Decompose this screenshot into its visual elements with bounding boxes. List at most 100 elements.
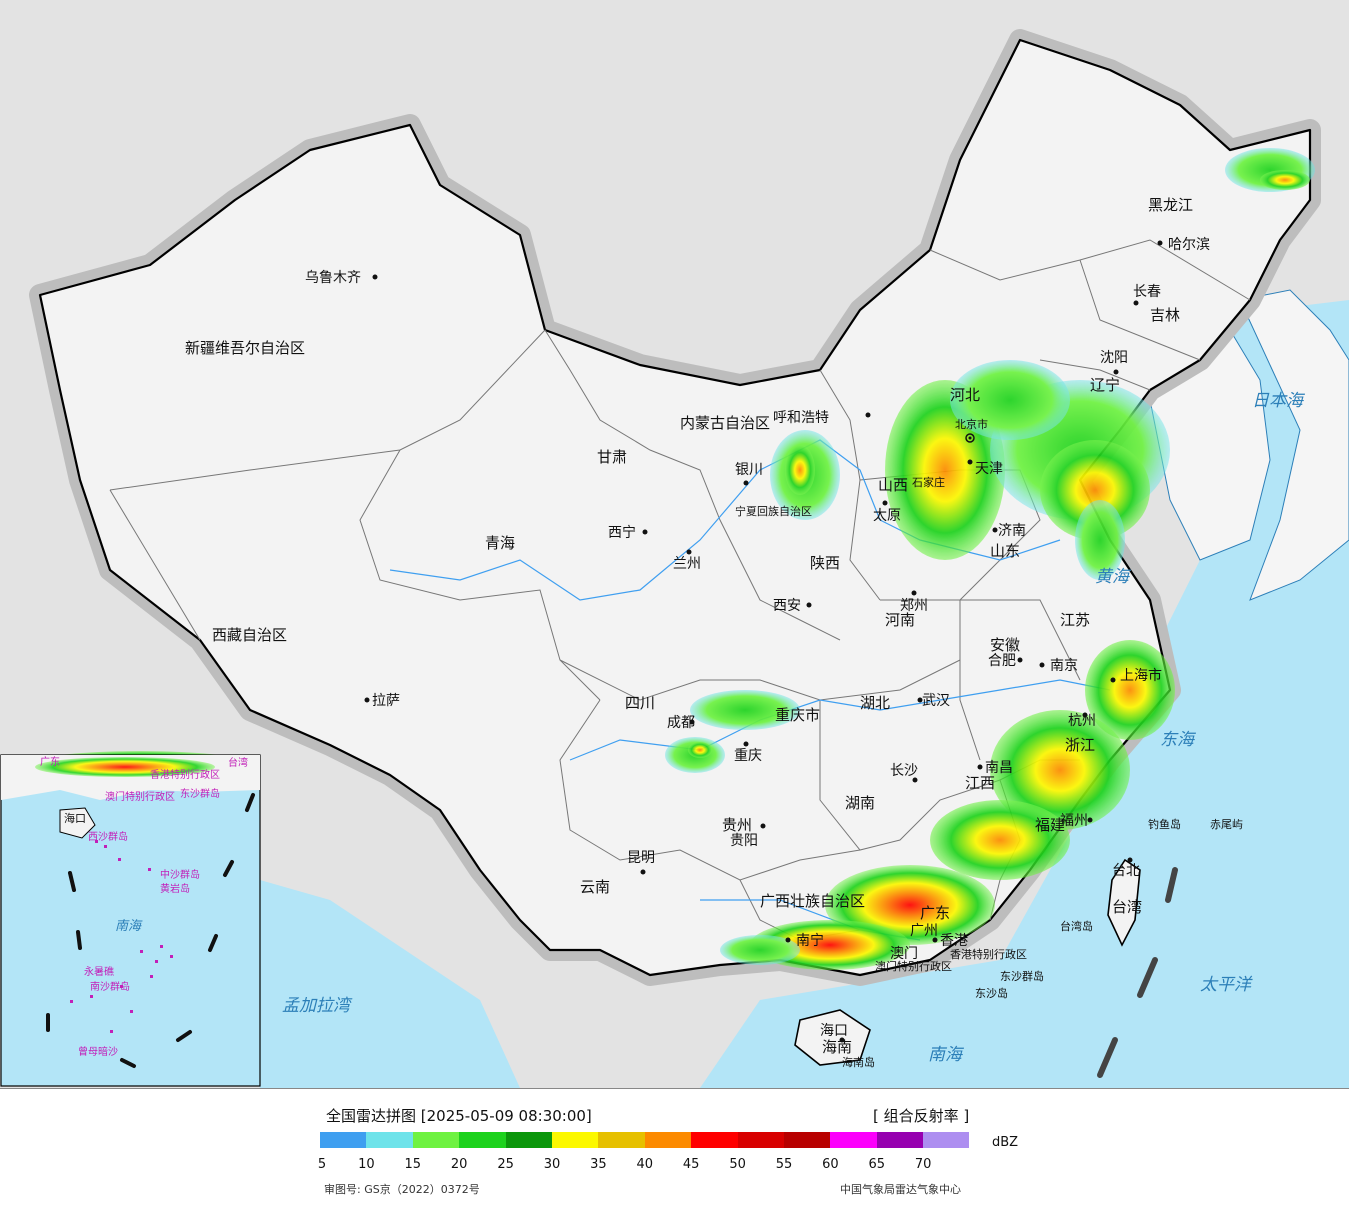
city-label: 广州 — [910, 923, 938, 939]
approval-number: 审图号: GS京（2022）0372号 — [324, 1183, 480, 1196]
province-label: 湖南 — [845, 794, 875, 812]
color-scale-tick: 5 — [317, 1157, 327, 1172]
color-scale-cell — [459, 1132, 506, 1148]
south-china-sea-inset: 广东 台湾 香港特别行政区 澳门特别行政区 海口 东沙群岛 西沙群岛 中沙群岛 … — [0, 754, 261, 1087]
sea-label: 黄海 — [1095, 567, 1132, 587]
color-scale-cell — [551, 1132, 599, 1148]
inset-label: 南海 — [115, 919, 143, 934]
province-label: 湖北 — [860, 694, 890, 712]
province-label: 甘肃 — [597, 448, 627, 466]
sea-label: 日本海 — [1252, 391, 1306, 411]
city-label: 南京 — [1050, 658, 1078, 674]
island-label: 海南岛 — [842, 1055, 875, 1069]
province-label: 澳门特别行政区 — [875, 959, 952, 973]
color-scale-cell — [320, 1132, 367, 1148]
province-label: 浙江 — [1065, 736, 1095, 754]
color-scale-tick: 55 — [775, 1157, 793, 1172]
radar-map[interactable]: 日本海 黄海 东海 太平洋 南海 孟加拉湾 新疆维吾尔自治区 西藏自治区 青海 … — [0, 0, 1349, 1088]
city-label: 贵阳 — [730, 833, 758, 849]
province-label: 台湾 — [1112, 898, 1142, 916]
inset-label: 台湾 — [228, 756, 248, 769]
city-label: 拉萨 — [372, 693, 400, 709]
city-label: 长春 — [1133, 284, 1161, 300]
island-label: 赤尾屿 — [1210, 818, 1243, 831]
ocean — [700, 300, 1349, 1088]
city-label: 南宁 — [796, 932, 824, 949]
color-scale-tick: 45 — [682, 1157, 700, 1172]
inset-label: 香港特别行政区 — [150, 768, 220, 781]
color-scale-tick: 60 — [822, 1157, 839, 1172]
province-label: 安徽 — [990, 636, 1020, 654]
province-label: 贵州 — [722, 816, 752, 834]
japan-land — [1239, 289, 1349, 601]
city-label: 银川 — [735, 462, 763, 478]
province-label: 江西 — [965, 774, 995, 792]
color-scale-tick: 15 — [404, 1157, 422, 1172]
island-label: 台湾岛 — [1060, 919, 1093, 933]
sea-label: 孟加拉湾 — [282, 996, 353, 1016]
city-label: 西安 — [773, 598, 801, 614]
sea-label: 太平洋 — [1200, 975, 1253, 995]
inset-label: 东沙群岛 — [180, 787, 220, 800]
legend-product: [ 组合反射率 ] — [873, 1107, 970, 1125]
province-label: 河北 — [950, 386, 980, 404]
city-label: 乌鲁木齐 — [305, 270, 361, 286]
city-label: 成都 — [667, 715, 695, 731]
city-label: 太原 — [873, 508, 901, 524]
city-label: 南昌 — [985, 760, 1013, 776]
city-label: 福州 — [1060, 813, 1088, 829]
city-label: 沈阳 — [1100, 350, 1128, 366]
sea-label: 东海 — [1160, 730, 1197, 750]
sea-label: 南海 — [928, 1045, 965, 1065]
city-label: 兰州 — [673, 556, 701, 572]
province-label: 吉林 — [1150, 306, 1180, 324]
city-label: 武汉 — [922, 693, 950, 709]
color-scale-cell — [876, 1132, 924, 1148]
province-label: 陕西 — [810, 554, 840, 572]
legend-title: 全国雷达拼图 [2025-05-09 08:30:00] — [326, 1107, 592, 1125]
city-label: 海口 — [820, 1023, 848, 1039]
city-label: 天津 — [975, 461, 1003, 477]
city-label: 长沙 — [890, 763, 918, 779]
radar-echoes — [25, 148, 1315, 970]
color-scale-cell — [598, 1132, 645, 1148]
city-label: 杭州 — [1068, 713, 1096, 729]
color-scale-tick: 70 — [914, 1157, 932, 1172]
color-scale-cell — [691, 1132, 738, 1148]
color-scale-cell — [366, 1132, 413, 1148]
city-label: 哈尔滨 — [1168, 237, 1210, 253]
inset-label: 中沙群岛 — [160, 868, 200, 881]
inset-label: 澳门特别行政区 — [105, 790, 175, 803]
province-label: 福建 — [1035, 816, 1065, 834]
color-scale-tick: 25 — [497, 1157, 514, 1172]
bay-of-bengal — [180, 880, 520, 1088]
color-scale — [320, 1132, 970, 1148]
city-label: 上海市 — [1120, 667, 1162, 684]
inset-label: 西沙群岛 — [88, 830, 128, 843]
boundary-marks — [1097, 867, 1178, 1078]
color-scale-tick: 10 — [358, 1157, 375, 1172]
inset-label: 广东 — [40, 755, 60, 768]
province-label: 内蒙古自治区 — [680, 414, 770, 432]
province-label: 香港特别行政区 — [950, 947, 1027, 961]
color-scale-cell — [644, 1132, 692, 1148]
color-scale-tick: 30 — [543, 1157, 561, 1172]
province-label: 新疆维吾尔自治区 — [185, 339, 305, 357]
inset-label: 黄岩岛 — [160, 882, 190, 895]
city-label: 台北 — [1112, 863, 1140, 879]
hainan-island — [794, 1009, 871, 1066]
island-label: 东沙群岛 — [1000, 969, 1044, 983]
credit: 中国气象局雷达气象中心 — [840, 1183, 961, 1196]
color-scale-cell — [505, 1132, 552, 1148]
color-scale-cell — [923, 1132, 970, 1148]
city-label: 北京市 — [955, 417, 988, 431]
island-label: 东沙岛 — [975, 986, 1008, 1000]
city-label: 济南 — [998, 523, 1026, 539]
province-label: 宁夏回族自治区 — [735, 504, 812, 518]
province-label: 云南 — [580, 878, 610, 896]
city-labels: 乌鲁木齐 拉萨 西宁 兰州 银川 呼和浩特 北京市 天津 太原 济南 郑州 西安… — [305, 237, 1210, 1039]
island-label: 钓鱼岛 — [1148, 817, 1181, 831]
color-scale-cell — [737, 1132, 784, 1148]
taiwan-island — [1107, 858, 1141, 947]
city-label: 澳门 — [890, 946, 918, 962]
